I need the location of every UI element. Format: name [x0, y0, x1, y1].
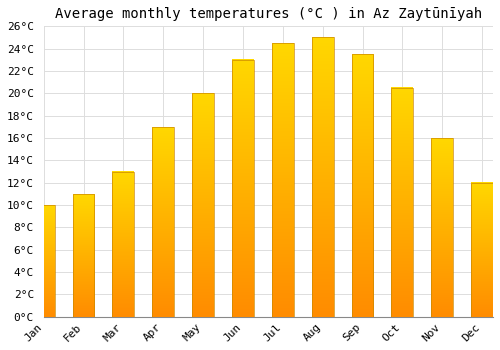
- Bar: [72, 194, 94, 317]
- Bar: [192, 93, 214, 317]
- Bar: [72, 194, 94, 317]
- Bar: [471, 183, 493, 317]
- Bar: [392, 88, 413, 317]
- Bar: [432, 138, 453, 317]
- Bar: [152, 127, 174, 317]
- Bar: [352, 54, 374, 317]
- Bar: [392, 88, 413, 317]
- Bar: [152, 127, 174, 317]
- Bar: [112, 172, 134, 317]
- Bar: [471, 183, 493, 317]
- Bar: [232, 60, 254, 317]
- Bar: [312, 37, 334, 317]
- Bar: [32, 205, 54, 317]
- Bar: [312, 37, 334, 317]
- Bar: [32, 205, 54, 317]
- Bar: [352, 54, 374, 317]
- Bar: [112, 172, 134, 317]
- Bar: [272, 43, 294, 317]
- Bar: [272, 43, 294, 317]
- Bar: [432, 138, 453, 317]
- Bar: [232, 60, 254, 317]
- Bar: [192, 93, 214, 317]
- Title: Average monthly temperatures (°C ) in Az Zaytūnīyah: Average monthly temperatures (°C ) in Az…: [55, 7, 482, 21]
